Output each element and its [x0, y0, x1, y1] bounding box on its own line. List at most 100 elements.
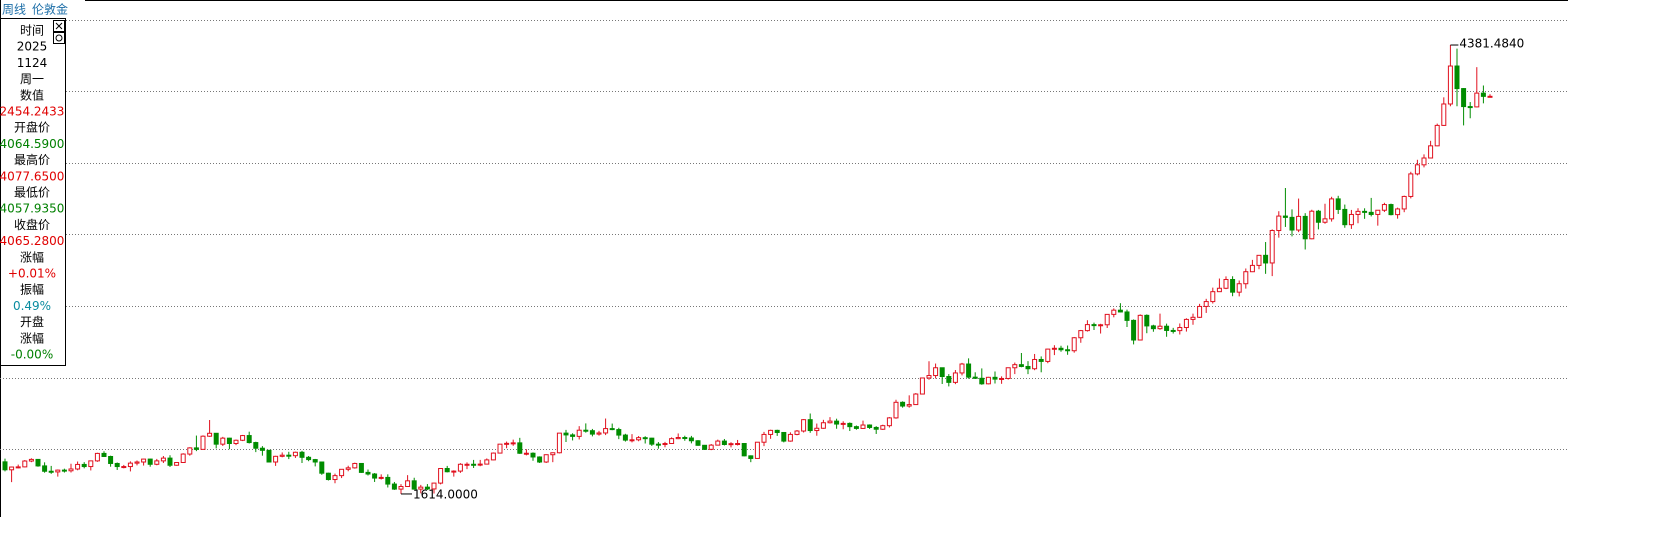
candle-body — [675, 437, 681, 440]
settings-button[interactable] — [53, 32, 65, 44]
candle-body — [867, 424, 873, 428]
candle-body — [484, 459, 490, 465]
candle-body — [900, 401, 906, 407]
candle-body — [1421, 157, 1427, 166]
candle-body — [985, 376, 991, 385]
candle-body — [1335, 198, 1341, 210]
panel-text: 2025 — [17, 40, 48, 54]
candle-body — [556, 432, 562, 454]
candle-body — [510, 442, 516, 445]
candle-body — [919, 377, 925, 395]
candle-body — [616, 429, 622, 436]
candle-body — [840, 422, 846, 425]
candle-body — [642, 437, 648, 440]
candle-body — [471, 463, 477, 466]
candle-body — [609, 428, 615, 431]
candle-body — [827, 420, 833, 424]
candle-body — [240, 435, 246, 441]
candle-body — [88, 460, 94, 468]
candle-body — [794, 430, 800, 435]
candle-body — [1210, 291, 1216, 303]
candle-body — [1078, 330, 1084, 339]
candle-body — [1480, 92, 1486, 97]
candle-body — [2, 461, 8, 471]
panel-box — [0, 18, 66, 366]
candle-body — [398, 486, 404, 490]
candle-body — [1038, 358, 1044, 362]
candle-body — [537, 456, 543, 463]
candle-body — [939, 367, 945, 378]
symbol-label: 伦敦金 — [32, 2, 68, 17]
candle-body — [523, 452, 529, 455]
candle-body — [457, 463, 463, 472]
candle-body — [603, 428, 609, 434]
candle-body — [570, 434, 576, 437]
candle-body — [1289, 216, 1295, 231]
candle-body — [226, 437, 232, 445]
candle-body — [372, 473, 378, 479]
candle-body — [649, 437, 655, 445]
panel-text: 4064.5900 — [0, 137, 64, 151]
candle-body — [721, 440, 727, 445]
candle-body — [1177, 327, 1183, 332]
candle-body — [952, 372, 958, 383]
min-label: 1614.0000 — [413, 487, 478, 501]
candle-body — [220, 437, 226, 445]
candle-body — [583, 429, 589, 432]
candle-body — [1309, 210, 1315, 240]
panel-text: 开盘价 — [14, 120, 50, 135]
candle-body — [1137, 314, 1143, 341]
candle-body — [75, 463, 81, 470]
candle-body — [517, 442, 523, 454]
candle-body — [1091, 324, 1097, 327]
candle-body — [253, 442, 259, 449]
candle-body — [999, 377, 1005, 380]
candle-body — [735, 443, 741, 446]
candle-body — [1197, 305, 1203, 318]
candle-body — [860, 424, 866, 429]
candle-body — [332, 475, 338, 481]
candle-body — [28, 458, 34, 462]
candle-body — [1315, 210, 1321, 223]
candle-body — [160, 457, 166, 462]
candle-body — [365, 471, 371, 475]
candle-body — [1243, 271, 1249, 285]
candle-body — [431, 482, 437, 490]
candle-body — [1124, 311, 1130, 321]
candle-body — [695, 440, 701, 446]
candle-body — [1203, 301, 1209, 307]
candle-body — [543, 454, 549, 463]
candle-body — [497, 443, 503, 454]
candle-body — [748, 455, 754, 459]
candle-body — [1183, 318, 1189, 329]
candle-body — [636, 437, 642, 441]
candle-body — [754, 441, 760, 459]
settings-icon — [55, 34, 63, 42]
candle-body — [1434, 124, 1440, 147]
candle-body — [1414, 164, 1420, 175]
candle-body — [319, 461, 325, 474]
candle-body — [141, 458, 147, 463]
candle-body — [708, 444, 714, 450]
candle-body — [1322, 218, 1328, 223]
candle-body — [444, 467, 450, 473]
panel-text: 振幅 — [20, 282, 44, 297]
candle-body — [187, 447, 193, 455]
panel-text: 涨幅 — [20, 249, 44, 264]
candle-body — [933, 367, 939, 377]
candle-body — [180, 453, 186, 463]
candle-body — [418, 486, 424, 490]
candle-body — [1058, 347, 1064, 351]
candle-body — [688, 437, 694, 442]
candle-body — [807, 419, 813, 432]
candle-body — [853, 426, 859, 429]
candle-body — [352, 462, 358, 469]
candle-body — [114, 462, 120, 468]
candle-body — [1216, 287, 1222, 293]
candles: 4381.4840 1614.0000 — [2, 37, 1524, 501]
candle-body — [1025, 365, 1031, 370]
candle-body — [1157, 325, 1163, 330]
candle-body — [424, 486, 430, 490]
